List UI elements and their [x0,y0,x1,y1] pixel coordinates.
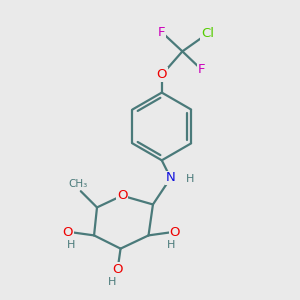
Text: H: H [167,240,176,250]
Text: O: O [117,189,127,202]
Text: CH₃: CH₃ [69,179,88,189]
Text: O: O [170,226,180,239]
Text: Cl: Cl [201,27,214,40]
Text: H: H [186,174,194,184]
Text: F: F [198,63,205,76]
Text: H: H [107,277,116,286]
Text: F: F [158,26,166,39]
Text: O: O [62,226,73,239]
Text: O: O [157,68,167,81]
Text: H: H [67,240,76,250]
Text: O: O [112,263,123,276]
Text: N: N [166,172,176,184]
